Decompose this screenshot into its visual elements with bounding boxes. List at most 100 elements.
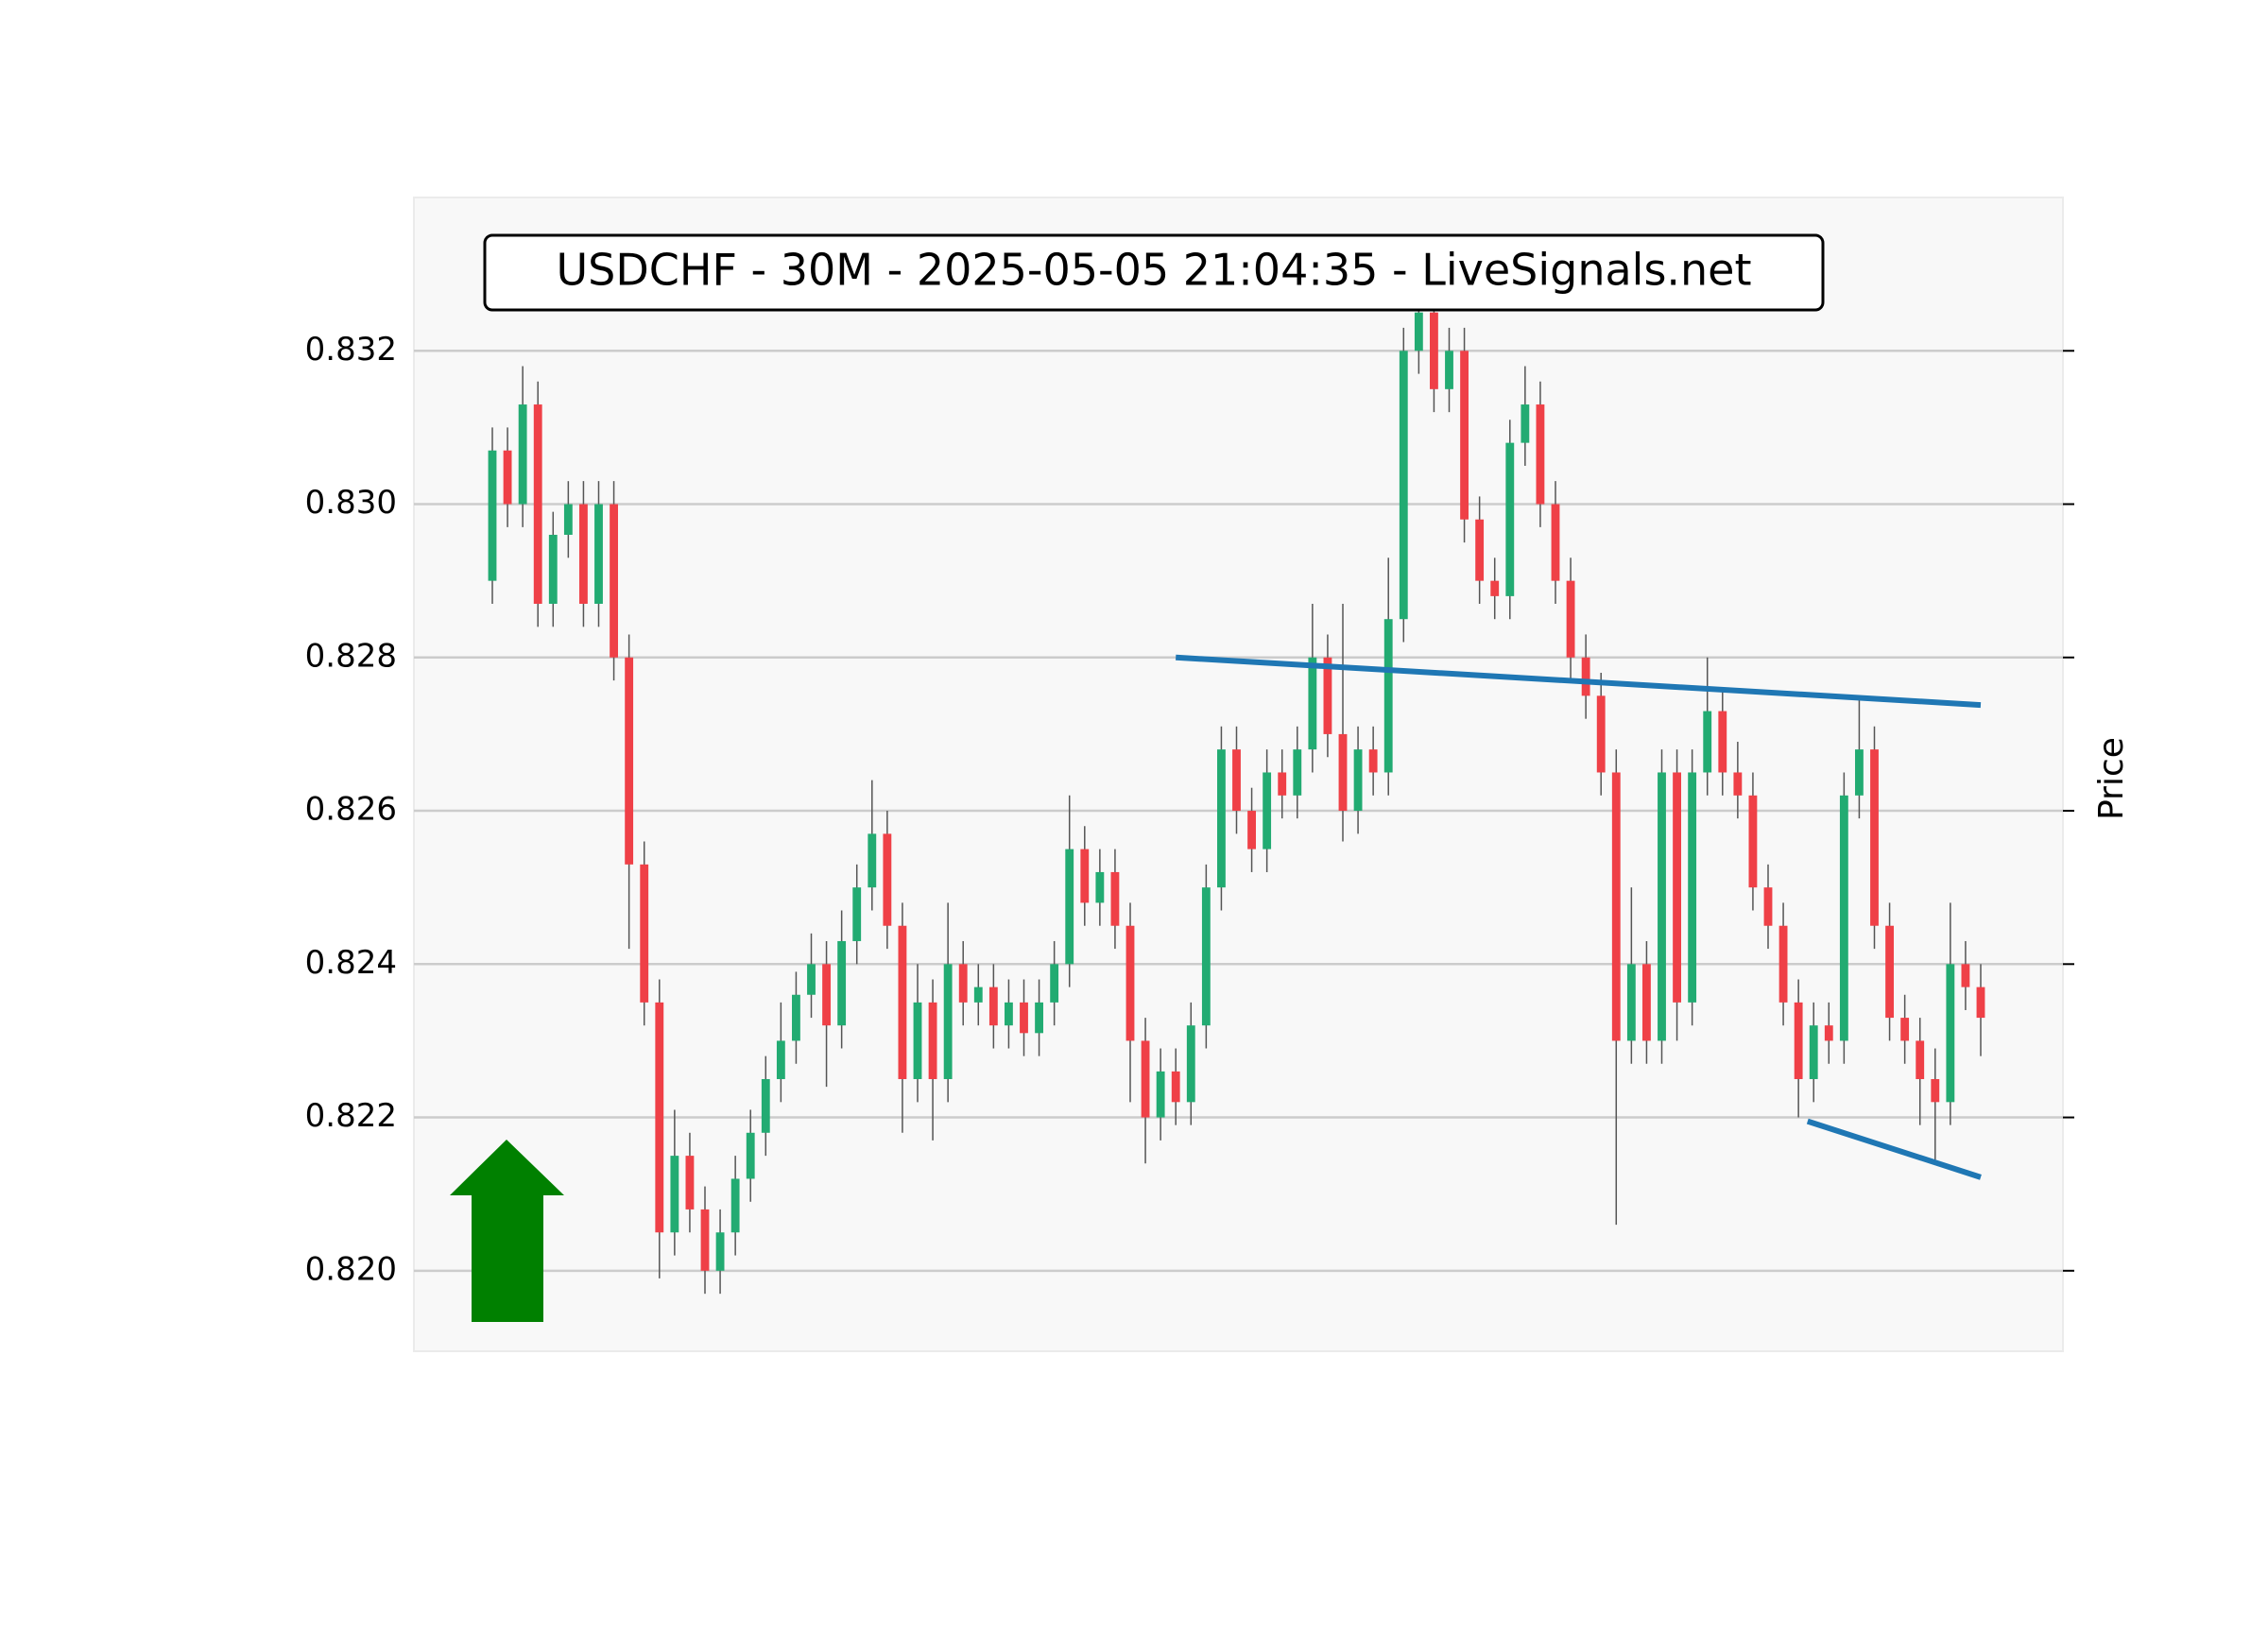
candle-body <box>1293 749 1302 796</box>
candle-body <box>1763 887 1773 926</box>
grid <box>414 350 2074 1273</box>
candle-body <box>1642 964 1651 1041</box>
candle-body <box>1839 795 1848 1041</box>
candle-body <box>563 504 573 535</box>
candle-body <box>943 964 953 1079</box>
candle-body <box>1080 849 1090 903</box>
candle-body <box>1824 1025 1833 1041</box>
candle-body <box>1809 1025 1818 1079</box>
candle-body <box>1414 312 1423 352</box>
candle-body <box>928 1002 937 1079</box>
candle-body <box>1703 711 1712 773</box>
candle-body <box>610 504 618 658</box>
candle-body <box>1581 657 1590 696</box>
candle-body <box>579 504 588 604</box>
candle-body <box>1323 657 1332 734</box>
y-tick-label: 0.828 <box>305 637 397 675</box>
candle-body <box>822 964 831 1026</box>
candle-body <box>715 1232 725 1271</box>
candle-body <box>1855 749 1864 796</box>
candle-body <box>1718 711 1727 773</box>
candle-body <box>655 1002 664 1233</box>
candle-body <box>1308 657 1317 750</box>
candle-body <box>776 1040 785 1079</box>
chart-title: USDCHF - 30M - 2025-05-05 21:04:35 - Liv… <box>556 245 1751 296</box>
candle-body <box>1626 964 1636 1041</box>
candle-body <box>1217 749 1226 888</box>
candle-body <box>1536 404 1545 505</box>
candle-body <box>1505 442 1515 596</box>
candle-body <box>1521 404 1530 443</box>
candle-body <box>1566 580 1575 658</box>
candle-body <box>1900 1018 1910 1041</box>
candle-body <box>1353 749 1363 812</box>
candle-body <box>973 987 983 1003</box>
candle-body <box>1445 351 1453 389</box>
candle-body <box>1658 772 1666 1041</box>
candle-body <box>1278 772 1287 796</box>
candle-body <box>1125 925 1135 1041</box>
candle-body <box>868 833 877 888</box>
candle-body <box>1035 1002 1043 1034</box>
candle-body <box>1050 964 1059 1003</box>
candle-body <box>852 887 862 941</box>
candle-body <box>1263 772 1272 849</box>
y-tick-label: 0.830 <box>305 484 397 522</box>
candle-body <box>1611 772 1621 1041</box>
candle-body <box>640 864 649 1003</box>
y-tick-label: 0.832 <box>305 331 397 369</box>
candle-body <box>913 1002 922 1079</box>
buy-signal-arrow <box>450 1140 564 1322</box>
candle-body <box>792 994 800 1041</box>
candle-body <box>1748 795 1758 888</box>
candle-body <box>1368 749 1378 773</box>
y-tick-label: 0.824 <box>305 944 397 982</box>
y-tick-label: 0.822 <box>305 1097 397 1135</box>
y-axis-label: Price <box>2092 737 2131 820</box>
candle-body <box>700 1209 710 1271</box>
candle-body <box>1110 871 1120 926</box>
candle-body <box>1399 351 1408 620</box>
candle-body <box>1946 964 1955 1103</box>
candle-body <box>1475 519 1485 581</box>
candles <box>488 289 1985 1295</box>
candle-body <box>807 964 816 995</box>
y-tick-label: 0.820 <box>305 1250 397 1288</box>
candle-body <box>1673 772 1681 1003</box>
candle-body <box>548 534 558 604</box>
title-box <box>483 233 1825 312</box>
candle-body <box>958 964 968 1003</box>
candle-body <box>1794 1002 1803 1079</box>
candle-body <box>1005 1002 1013 1026</box>
candle-body <box>1247 811 1256 849</box>
candle-body <box>533 404 542 604</box>
candle-body <box>988 987 998 1026</box>
candle-body <box>883 833 892 926</box>
candle-body <box>1156 1071 1165 1118</box>
candle-body <box>1961 964 1970 987</box>
candle-body <box>1460 351 1469 520</box>
trendline <box>1176 654 1982 709</box>
candle-body <box>1931 1078 1940 1103</box>
candle-body <box>518 404 527 505</box>
candle-body <box>488 450 497 581</box>
candle-body <box>1551 504 1560 581</box>
candle-body <box>1383 619 1393 773</box>
candle-body <box>685 1156 695 1210</box>
y-tick-label: 0.826 <box>305 791 397 829</box>
candle-body <box>1870 749 1879 926</box>
candle-body <box>1916 1040 1925 1079</box>
candle-body <box>1490 580 1500 596</box>
candle-body <box>837 940 847 1026</box>
candle-body <box>1430 312 1438 389</box>
candle-body <box>898 925 907 1079</box>
candle-body <box>1020 1002 1028 1034</box>
candle-body <box>1778 925 1788 1003</box>
trendline <box>1806 1118 1982 1180</box>
candle-body <box>1976 987 1985 1019</box>
candle-body <box>1733 772 1743 796</box>
candle-body <box>1065 849 1074 965</box>
candle-body <box>1186 1025 1195 1103</box>
candle-body <box>503 450 512 505</box>
